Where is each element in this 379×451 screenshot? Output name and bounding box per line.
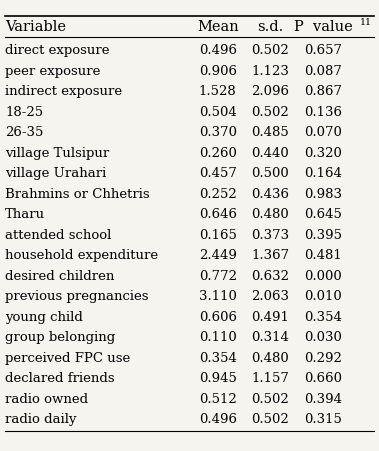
Text: 0.395: 0.395: [304, 229, 342, 242]
Text: 0.314: 0.314: [251, 331, 289, 344]
Text: young child: young child: [5, 311, 83, 323]
Text: Mean: Mean: [197, 20, 239, 34]
Text: radio owned: radio owned: [5, 392, 88, 405]
Text: 0.657: 0.657: [304, 44, 342, 57]
Text: desired children: desired children: [5, 270, 114, 283]
Text: indirect exposure: indirect exposure: [5, 85, 122, 98]
Text: 0.504: 0.504: [199, 106, 236, 119]
Text: 2.449: 2.449: [199, 249, 236, 262]
Text: 0.457: 0.457: [199, 167, 236, 180]
Text: 0.500: 0.500: [252, 167, 289, 180]
Text: 0.632: 0.632: [251, 270, 290, 283]
Text: 0.030: 0.030: [304, 331, 342, 344]
Text: 26-35: 26-35: [5, 126, 44, 139]
Text: previous pregnancies: previous pregnancies: [5, 290, 149, 303]
Text: attended school: attended school: [5, 229, 111, 242]
Text: 0.292: 0.292: [304, 351, 342, 364]
Text: 0.646: 0.646: [199, 208, 237, 221]
Text: 0.354: 0.354: [304, 311, 342, 323]
Text: 0.502: 0.502: [252, 44, 289, 57]
Text: 0.373: 0.373: [251, 229, 290, 242]
Text: direct exposure: direct exposure: [5, 44, 110, 57]
Text: 0.645: 0.645: [304, 208, 342, 221]
Text: 0.010: 0.010: [304, 290, 342, 303]
Text: 2.063: 2.063: [251, 290, 290, 303]
Text: 0.354: 0.354: [199, 351, 236, 364]
Text: 0.136: 0.136: [304, 106, 342, 119]
Text: 0.164: 0.164: [304, 167, 342, 180]
Text: Tharu: Tharu: [5, 208, 45, 221]
Text: 0.606: 0.606: [199, 311, 237, 323]
Text: radio daily: radio daily: [5, 413, 77, 426]
Text: 0.440: 0.440: [252, 147, 289, 160]
Text: 0.491: 0.491: [251, 311, 289, 323]
Text: 1.528: 1.528: [199, 85, 236, 98]
Text: 0.370: 0.370: [199, 126, 237, 139]
Text: 0.315: 0.315: [304, 413, 342, 426]
Text: Brahmins or Chhetris: Brahmins or Chhetris: [5, 188, 150, 201]
Text: 2.096: 2.096: [251, 85, 290, 98]
Text: village Tulsipur: village Tulsipur: [5, 147, 110, 160]
Text: 0.260: 0.260: [199, 147, 236, 160]
Text: 0.502: 0.502: [252, 413, 289, 426]
Text: 0.660: 0.660: [304, 372, 342, 385]
Text: 0.480: 0.480: [252, 208, 289, 221]
Text: 0.906: 0.906: [199, 64, 237, 78]
Text: 1.157: 1.157: [251, 372, 289, 385]
Text: 0.496: 0.496: [199, 413, 237, 426]
Text: 0.502: 0.502: [252, 106, 289, 119]
Text: 0.496: 0.496: [199, 44, 237, 57]
Text: 11: 11: [360, 18, 372, 27]
Text: P  value: P value: [294, 20, 352, 34]
Text: peer exposure: peer exposure: [5, 64, 100, 78]
Text: 0.087: 0.087: [304, 64, 342, 78]
Text: 0.945: 0.945: [199, 372, 236, 385]
Text: 0.772: 0.772: [199, 270, 237, 283]
Text: 3.110: 3.110: [199, 290, 236, 303]
Text: 0.512: 0.512: [199, 392, 236, 405]
Text: 0.485: 0.485: [252, 126, 289, 139]
Text: village Urahari: village Urahari: [5, 167, 106, 180]
Text: 0.502: 0.502: [252, 392, 289, 405]
Text: group belonging: group belonging: [5, 331, 115, 344]
Text: perceived FPC use: perceived FPC use: [5, 351, 130, 364]
Text: 1.367: 1.367: [251, 249, 290, 262]
Text: declared friends: declared friends: [5, 372, 115, 385]
Text: 0.252: 0.252: [199, 188, 236, 201]
Text: 0.000: 0.000: [304, 270, 342, 283]
Text: 0.110: 0.110: [199, 331, 236, 344]
Text: 1.123: 1.123: [251, 64, 289, 78]
Text: 0.481: 0.481: [304, 249, 342, 262]
Text: 0.070: 0.070: [304, 126, 342, 139]
Text: Variable: Variable: [5, 20, 66, 34]
Text: 0.394: 0.394: [304, 392, 342, 405]
Text: s.d.: s.d.: [257, 20, 283, 34]
Text: 0.320: 0.320: [304, 147, 342, 160]
Text: 0.436: 0.436: [251, 188, 290, 201]
Text: 0.983: 0.983: [304, 188, 342, 201]
Text: 0.165: 0.165: [199, 229, 236, 242]
Text: household expenditure: household expenditure: [5, 249, 158, 262]
Text: 0.480: 0.480: [252, 351, 289, 364]
Text: 18-25: 18-25: [5, 106, 43, 119]
Text: 0.867: 0.867: [304, 85, 342, 98]
